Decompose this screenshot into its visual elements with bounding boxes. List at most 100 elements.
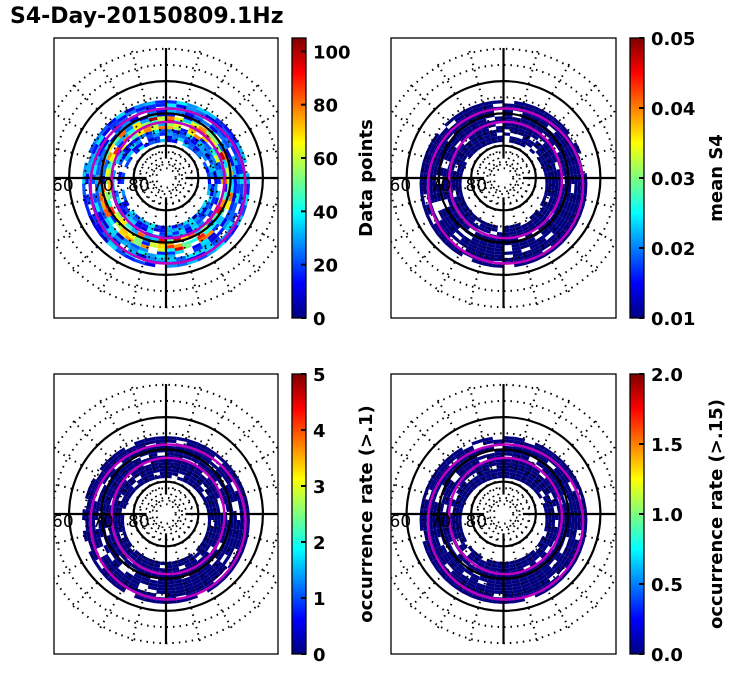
heatmap-cell	[446, 542, 454, 551]
heatmap-cell	[518, 460, 527, 467]
heatmap-cell	[149, 579, 158, 585]
colorbar-tick-label: 0.0	[651, 645, 683, 666]
heatmap-cell	[166, 264, 177, 268]
heatmap-cell	[459, 502, 465, 510]
colorbar-tick-label: 60	[313, 149, 338, 170]
heatmap-cell	[100, 148, 108, 159]
heatmap-cell	[497, 471, 504, 476]
plot-area: 60 70 80	[391, 382, 616, 646]
heatmap-cell	[460, 573, 470, 582]
heatmap-cell	[537, 213, 545, 221]
heatmap-cell	[478, 240, 488, 247]
heatmap-cell	[176, 597, 188, 604]
heatmap-cell	[127, 584, 138, 592]
heatmap-cell	[193, 245, 204, 253]
heatmap-cell	[538, 135, 547, 143]
heatmap-cell	[197, 547, 205, 555]
heatmap-cell	[570, 174, 575, 184]
heatmap-cell	[106, 577, 117, 587]
heatmap-cell	[490, 563, 498, 569]
heatmap-cell	[107, 227, 116, 237]
heatmap-cell	[529, 225, 537, 232]
heatmap-cell	[444, 453, 455, 463]
heatmap-cell	[530, 581, 541, 589]
heatmap-cell	[543, 248, 555, 257]
heatmap-cell	[166, 138, 172, 143]
heatmap-cell	[477, 136, 485, 143]
latitude-label-60: 60	[390, 176, 412, 196]
heatmap-cell	[106, 160, 113, 169]
heatmap-cell	[107, 563, 116, 573]
heatmap-cell	[130, 227, 139, 235]
heatmap-cell	[172, 230, 180, 236]
heatmap-cell	[444, 131, 454, 141]
heatmap-cell	[109, 225, 119, 235]
heatmap-cell	[520, 118, 530, 125]
heatmap-cell	[200, 549, 208, 557]
heatmap-cell	[530, 133, 539, 141]
heatmap-cell	[144, 597, 156, 604]
heatmap-cell	[110, 480, 118, 490]
heatmap-cell	[166, 568, 173, 572]
heatmap-cell	[159, 471, 166, 476]
heatmap-cell	[207, 165, 213, 173]
heatmap-cell	[183, 582, 194, 589]
heatmap-cell	[146, 134, 154, 140]
heatmap-cell	[131, 551, 139, 559]
heatmap-cell	[457, 217, 465, 226]
heatmap-cell	[503, 468, 511, 472]
heatmap-cell	[453, 567, 463, 577]
heatmap-cell	[479, 559, 487, 565]
heatmap-cell	[136, 588, 147, 595]
heatmap-cell	[88, 153, 95, 164]
heatmap-cell	[463, 445, 474, 453]
heatmap-cell	[178, 134, 186, 140]
heatmap-cell	[166, 600, 177, 604]
heatmap-cell	[124, 206, 131, 214]
panel-top-right: 60 70 80 0.01 0.02 0.03 0.04 0.05 mean S4	[390, 29, 727, 330]
heatmap-cell	[124, 106, 136, 115]
heatmap-cell	[144, 130, 153, 137]
heatmap-cell	[458, 208, 466, 216]
heatmap-cell	[193, 581, 204, 589]
heatmap-cell	[464, 568, 473, 576]
heatmap-cell	[103, 159, 110, 169]
heatmap-cell	[108, 119, 119, 130]
heatmap-cell	[176, 222, 184, 228]
heatmap-cell	[190, 575, 200, 583]
colorbar	[291, 37, 307, 319]
heatmap-cell	[114, 584, 126, 593]
heatmap-cell	[547, 507, 552, 515]
heatmap-cell	[166, 254, 176, 259]
heatmap-cell	[473, 588, 485, 595]
heatmap-cell	[205, 466, 214, 475]
plot-area: 60 70 80	[54, 46, 278, 310]
heatmap-cell	[451, 184, 456, 191]
heatmap-cell	[88, 489, 95, 500]
colorbar-tick-label: 4	[313, 421, 326, 442]
heatmap-cell	[449, 559, 458, 568]
heatmap-cell	[431, 491, 438, 502]
heatmap-cell	[109, 561, 119, 571]
heatmap-cell	[534, 568, 543, 576]
heatmap-cell	[528, 575, 538, 583]
heatmap-cell	[174, 585, 185, 591]
heatmap-cell	[204, 114, 216, 123]
heatmap-cell	[466, 115, 477, 123]
heatmap-cell	[490, 227, 498, 233]
heatmap-cell	[479, 475, 487, 481]
heatmap-cell	[196, 568, 206, 576]
heatmap-cell	[146, 470, 154, 476]
heatmap-cell	[529, 549, 536, 556]
heatmap-cell	[113, 570, 123, 579]
heatmap-cell	[549, 472, 558, 481]
heatmap-cell	[556, 465, 566, 475]
heatmap-cell	[200, 147, 208, 155]
heatmap-cell	[548, 532, 554, 540]
heatmap-cell	[562, 484, 570, 495]
heatmap-cell	[474, 142, 481, 149]
heatmap-cell	[511, 243, 521, 249]
heatmap-cell	[526, 237, 536, 244]
heatmap-cell	[117, 171, 123, 179]
heatmap-cell	[240, 540, 248, 553]
